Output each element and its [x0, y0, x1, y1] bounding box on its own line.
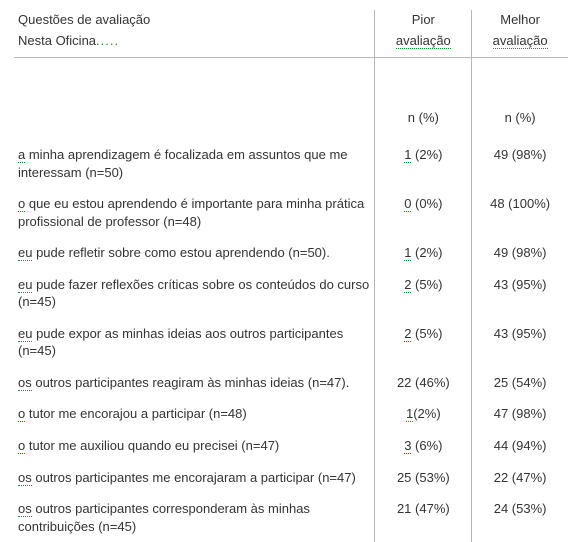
- melhor-cell: 47 (98%): [472, 398, 568, 430]
- question-text: outros participantes corresponderam às m…: [18, 501, 310, 534]
- question-text: que eu estou aprendendo é importante par…: [18, 196, 364, 229]
- melhor-cell: 22 (47%): [472, 462, 568, 494]
- pior-pct: (2%): [411, 245, 442, 260]
- pior-pct: (2%): [411, 147, 442, 162]
- pior-pct: (46%): [411, 375, 449, 390]
- table-row: eu pude expor as minhas ideias aos outro…: [14, 318, 568, 367]
- pior-cell: 22 (46%): [375, 367, 472, 399]
- table-row: o que eu estou aprendendo é importante p…: [14, 188, 568, 237]
- pior-pct: (53%): [411, 470, 449, 485]
- question-text: pude fazer reflexões críticas sobre os c…: [18, 277, 369, 310]
- melhor-cell: 44 (94%): [472, 430, 568, 462]
- question-cell: a minha aprendizagem é focalizada em ass…: [14, 139, 375, 188]
- question-text: minha aprendizagem é focalizada em assun…: [18, 147, 348, 180]
- question-cell: os outros participantes me encorajaram a…: [14, 462, 375, 494]
- table-row: eu pude refletir sobre como estou aprend…: [14, 237, 568, 269]
- melhor-cell: 49 (98%): [472, 237, 568, 269]
- question-cell: o tutor me auxiliou quando eu precisei (…: [14, 430, 375, 462]
- question-cell: os outros participantes corresponderam à…: [14, 493, 375, 542]
- question-cell: eu pude fazer reflexões críticas sobre o…: [14, 269, 375, 318]
- pior-n: 21: [397, 501, 411, 516]
- subheader-npct-melhor: n (%): [472, 102, 568, 139]
- question-cell: o que eu estou aprendendo é importante p…: [14, 188, 375, 237]
- question-cell: eu pude refletir sobre como estou aprend…: [14, 237, 375, 269]
- melhor-cell: 48 (100%): [472, 188, 568, 237]
- question-lead-word: eu: [18, 245, 32, 261]
- pior-pct: (5%): [411, 277, 442, 292]
- question-text: pude expor as minhas ideias aos outros p…: [18, 326, 343, 359]
- melhor-cell: 43 (95%): [472, 318, 568, 367]
- melhor-cell: 24 (53%): [472, 493, 568, 542]
- question-text: outros participantes me encorajaram a pa…: [32, 470, 356, 485]
- pior-pct: (0%): [411, 196, 442, 211]
- pior-n: 22: [397, 375, 411, 390]
- pior-cell: 1 (2%): [375, 139, 472, 188]
- table-row: os outros participantes me encorajaram a…: [14, 462, 568, 494]
- table-row: o tutor me encorajou a participar (n=48)…: [14, 398, 568, 430]
- header-pior-bottom: avaliação: [375, 29, 472, 56]
- question-cell: o tutor me encorajou a participar (n=48): [14, 398, 375, 430]
- subheader-npct-pior: n (%): [375, 102, 472, 139]
- table-row: a minha aprendizagem é focalizada em ass…: [14, 139, 568, 188]
- question-lead-word: os: [18, 501, 32, 517]
- evaluation-table: Questões de avaliação Pior Melhor Nesta …: [14, 10, 568, 542]
- pior-cell: 2 (5%): [375, 318, 472, 367]
- header-workshop-label: Nesta Oficina.....: [14, 29, 375, 56]
- table-row: o tutor me auxiliou quando eu precisei (…: [14, 430, 568, 462]
- question-lead-word: eu: [18, 326, 32, 342]
- melhor-cell: 25 (54%): [472, 367, 568, 399]
- pior-pct: (47%): [411, 501, 449, 516]
- table-row: eu pude fazer reflexões críticas sobre o…: [14, 269, 568, 318]
- question-lead-word: os: [18, 375, 32, 391]
- pior-pct: (2%): [413, 406, 440, 421]
- question-text: pude refletir sobre como estou aprendend…: [32, 245, 329, 260]
- header-questions-label: Questões de avaliação: [14, 10, 375, 29]
- melhor-cell: 43 (95%): [472, 269, 568, 318]
- pior-n: 25: [397, 470, 411, 485]
- question-cell: os outros participantes reagiram às minh…: [14, 367, 375, 399]
- pior-cell: 1 (2%): [375, 237, 472, 269]
- melhor-cell: 49 (98%): [472, 139, 568, 188]
- pior-cell: 3 (6%): [375, 430, 472, 462]
- header-melhor-bottom: avaliação: [472, 29, 568, 56]
- header-pior-top: Pior: [375, 10, 472, 29]
- pior-cell: 21 (47%): [375, 493, 472, 542]
- table-row: os outros participantes corresponderam à…: [14, 493, 568, 542]
- question-text: tutor me auxiliou quando eu precisei (n=…: [25, 438, 279, 453]
- pior-cell: 2 (5%): [375, 269, 472, 318]
- pior-cell: 1(2%): [375, 398, 472, 430]
- question-lead-word: eu: [18, 277, 32, 293]
- question-text: tutor me encorajou a participar (n=48): [25, 406, 246, 421]
- pior-pct: (6%): [411, 438, 442, 453]
- header-melhor-top: Melhor: [472, 10, 568, 29]
- pior-cell: 0 (0%): [375, 188, 472, 237]
- question-text: outros participantes reagiram às minhas …: [32, 375, 350, 390]
- table-row: os outros participantes reagiram às minh…: [14, 367, 568, 399]
- pior-cell: 25 (53%): [375, 462, 472, 494]
- question-cell: eu pude expor as minhas ideias aos outro…: [14, 318, 375, 367]
- question-lead-word: os: [18, 470, 32, 486]
- pior-pct: (5%): [411, 326, 442, 341]
